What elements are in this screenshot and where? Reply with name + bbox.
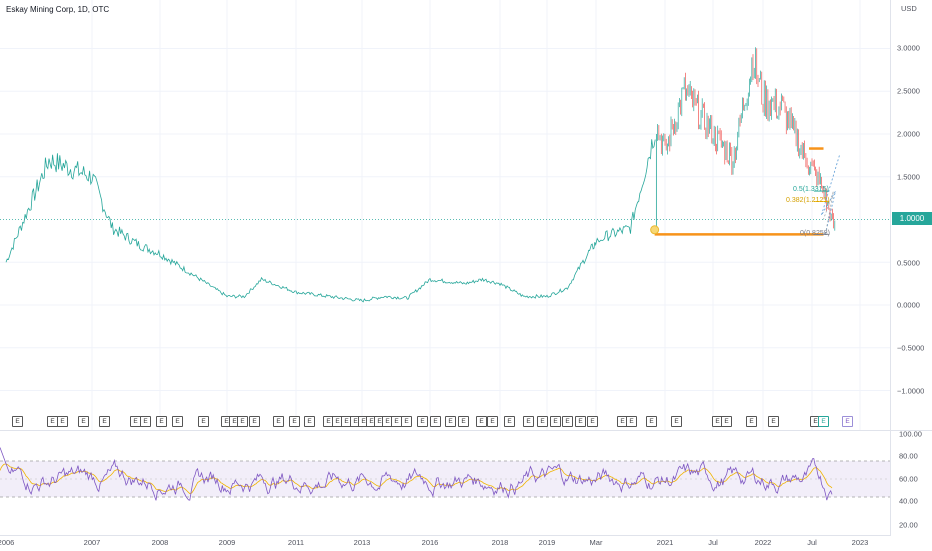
earnings-badge-icon[interactable]: E (746, 416, 757, 427)
rsi-tick: 80.00 (899, 451, 918, 461)
rsi-tick: 40.00 (899, 496, 918, 506)
earnings-badge-icon[interactable]: E (458, 416, 469, 427)
rsi-pane[interactable] (0, 430, 890, 536)
price-tick: 2.5000 (897, 86, 920, 96)
time-tick: 2009 (218, 538, 236, 547)
fib-level-0382-label: 0.382(1.2121) (786, 197, 830, 204)
price-tick: −0.5000 (897, 343, 925, 353)
earnings-badge-icon[interactable]: E (818, 416, 829, 427)
earnings-badge-icon[interactable]: E (304, 416, 315, 427)
time-tick: 2022 (754, 538, 772, 547)
time-tick: 2018 (491, 538, 509, 547)
price-tick: 0.5000 (897, 258, 920, 268)
earnings-badge-icon[interactable]: E (487, 416, 498, 427)
earnings-badge-icon[interactable]: E (842, 416, 853, 427)
earnings-badge-icon[interactable]: E (156, 416, 167, 427)
earnings-badge-icon[interactable]: E (430, 416, 441, 427)
earnings-badge-icon[interactable]: E (249, 416, 260, 427)
time-tick: 2013 (353, 538, 371, 547)
earnings-badge-icon[interactable]: E (78, 416, 89, 427)
price-chart (0, 0, 890, 430)
rsi-chart (0, 447, 890, 501)
earnings-badge-icon[interactable]: E (587, 416, 598, 427)
earnings-badge-icon[interactable]: E (504, 416, 515, 427)
price-series-line (5, 139, 656, 303)
time-tick: 2016 (421, 538, 439, 547)
earnings-badge-icon[interactable]: E (445, 416, 456, 427)
rsi-ma-line (0, 463, 833, 495)
earnings-badge-icon[interactable]: E (289, 416, 300, 427)
earnings-badge-icon[interactable]: E (562, 416, 573, 427)
projection-path-up (821, 155, 840, 235)
rsi-tick: 100.00 (899, 429, 922, 439)
price-tick: 3.0000 (897, 43, 920, 53)
currency-label: USD (901, 4, 917, 13)
earnings-badge-icon[interactable]: E (417, 416, 428, 427)
earnings-badge-icon[interactable]: E (721, 416, 732, 427)
earnings-badge-icon[interactable]: E (626, 416, 637, 427)
earnings-badge-icon[interactable]: E (140, 416, 151, 427)
price-tick: −1.0000 (897, 386, 925, 396)
price-tick: 1.5000 (897, 172, 920, 182)
earnings-badge-icon[interactable]: E (12, 416, 23, 427)
time-tick: 2007 (83, 538, 101, 547)
rsi-tick: 60.00 (899, 474, 918, 484)
rsi-tick: 20.00 (899, 520, 918, 530)
support-marker (650, 225, 660, 235)
time-tick: 2019 (538, 538, 556, 547)
earnings-badge-icon[interactable]: E (575, 416, 586, 427)
earnings-badge-icon[interactable]: E (476, 416, 487, 427)
time-tick: Jul (708, 538, 718, 547)
earnings-badge-icon[interactable]: E (198, 416, 209, 427)
last-price-label: 1.0000 (892, 212, 932, 225)
time-axis[interactable]: 2006 2007 2008 2009 2011 2013 2016 2018 … (0, 535, 890, 551)
time-tick: Jul (807, 538, 817, 547)
price-tick: 0.0000 (897, 300, 920, 310)
rsi-axis[interactable]: 100.00 80.00 60.00 40.00 20.00 (890, 430, 932, 536)
time-tick: 2021 (656, 538, 674, 547)
price-tick: 2.0000 (897, 129, 920, 139)
time-tick: Mar (589, 538, 603, 547)
earnings-badge-icon[interactable]: E (99, 416, 110, 427)
earnings-badge-icon[interactable]: E (401, 416, 412, 427)
price-axis[interactable]: USD 3.0000 2.5000 2.0000 1.5000 0.5000 0… (890, 0, 932, 430)
time-tick: 2011 (287, 538, 305, 547)
fib-level-05-label: 0.5(1.3315) (793, 186, 829, 193)
fib-level-0-label: 0(0.8258) (800, 230, 830, 237)
time-tick: 2006 (0, 538, 15, 547)
earnings-badge-icon[interactable]: E (237, 416, 248, 427)
earnings-badge-icon[interactable]: E (273, 416, 284, 427)
earnings-badge-icon[interactable]: E (671, 416, 682, 427)
earnings-badge-icon[interactable]: E (57, 416, 68, 427)
earnings-badge-icon[interactable]: E (172, 416, 183, 427)
time-tick: 2008 (151, 538, 169, 547)
earnings-badge-icon[interactable]: E (523, 416, 534, 427)
earnings-badge-icon[interactable]: E (537, 416, 548, 427)
earnings-badge-icon[interactable]: E (550, 416, 561, 427)
time-tick: 2023 (851, 538, 869, 547)
rsi-line (0, 447, 833, 501)
earnings-badge-icon[interactable]: E (768, 416, 779, 427)
earnings-badge-icon[interactable]: E (646, 416, 657, 427)
chart-title: Eskay Mining Corp, 1D, OTC (6, 5, 110, 14)
